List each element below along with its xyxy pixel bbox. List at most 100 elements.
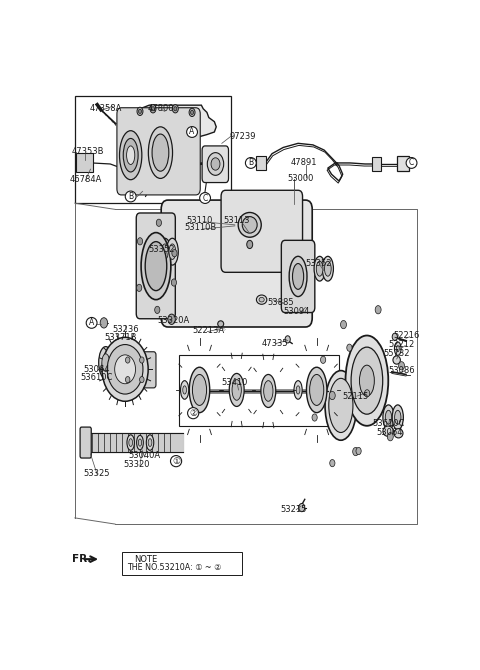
Circle shape	[398, 362, 405, 370]
Ellipse shape	[325, 371, 357, 440]
Ellipse shape	[324, 261, 331, 276]
FancyBboxPatch shape	[281, 241, 315, 312]
Bar	[179, 355, 339, 426]
Circle shape	[139, 109, 142, 113]
Ellipse shape	[159, 239, 171, 265]
Ellipse shape	[351, 347, 383, 414]
Ellipse shape	[261, 375, 276, 407]
Ellipse shape	[395, 410, 401, 424]
FancyBboxPatch shape	[136, 213, 175, 319]
Ellipse shape	[148, 439, 152, 446]
Ellipse shape	[169, 244, 176, 259]
FancyBboxPatch shape	[76, 153, 93, 172]
Ellipse shape	[296, 386, 300, 394]
Circle shape	[100, 318, 108, 328]
Ellipse shape	[183, 386, 186, 394]
Circle shape	[168, 314, 175, 324]
Text: THE NO.53210A: ① ~ ②: THE NO.53210A: ① ~ ②	[127, 563, 221, 572]
Ellipse shape	[360, 365, 374, 396]
Text: 53094: 53094	[283, 307, 310, 316]
Text: 53110: 53110	[186, 216, 213, 225]
Circle shape	[156, 219, 161, 226]
FancyBboxPatch shape	[256, 155, 266, 170]
Ellipse shape	[162, 244, 168, 259]
Ellipse shape	[120, 131, 142, 180]
Ellipse shape	[306, 367, 327, 413]
Text: 47353B: 47353B	[71, 147, 104, 156]
Text: 53352: 53352	[305, 259, 332, 268]
Ellipse shape	[141, 232, 171, 299]
Text: 53325: 53325	[83, 469, 109, 478]
Circle shape	[247, 241, 252, 249]
Circle shape	[191, 111, 193, 115]
FancyBboxPatch shape	[372, 157, 381, 172]
Text: FR.: FR.	[72, 554, 91, 564]
Text: 53000: 53000	[287, 174, 313, 183]
Text: 53064: 53064	[83, 364, 109, 374]
Text: 52115: 52115	[342, 392, 368, 401]
Ellipse shape	[232, 380, 241, 400]
Ellipse shape	[218, 321, 224, 327]
Circle shape	[171, 279, 177, 286]
Bar	[122, 552, 242, 575]
Circle shape	[125, 377, 130, 383]
FancyBboxPatch shape	[221, 190, 302, 272]
Ellipse shape	[394, 429, 403, 438]
Circle shape	[137, 107, 143, 115]
Circle shape	[137, 238, 143, 245]
FancyBboxPatch shape	[202, 146, 228, 182]
Ellipse shape	[292, 263, 304, 289]
Circle shape	[107, 344, 143, 394]
Ellipse shape	[242, 216, 257, 233]
Ellipse shape	[383, 426, 393, 436]
Circle shape	[299, 503, 305, 512]
Ellipse shape	[392, 405, 403, 429]
Text: 53352: 53352	[148, 245, 175, 254]
Text: A: A	[190, 127, 195, 137]
Ellipse shape	[385, 410, 392, 424]
Ellipse shape	[192, 375, 206, 405]
Circle shape	[102, 337, 148, 401]
Ellipse shape	[127, 146, 135, 165]
Text: B: B	[248, 158, 253, 168]
Ellipse shape	[99, 346, 113, 379]
Ellipse shape	[129, 439, 132, 446]
Circle shape	[353, 448, 359, 456]
FancyBboxPatch shape	[161, 200, 312, 327]
Text: 47358A: 47358A	[90, 105, 122, 113]
Text: 52212: 52212	[388, 340, 414, 349]
Ellipse shape	[259, 297, 264, 302]
Circle shape	[140, 357, 144, 363]
Ellipse shape	[102, 354, 109, 371]
Text: 53236: 53236	[112, 324, 139, 334]
Circle shape	[364, 390, 370, 397]
Circle shape	[125, 357, 130, 363]
FancyBboxPatch shape	[80, 427, 91, 458]
Text: B: B	[128, 192, 133, 201]
Ellipse shape	[180, 381, 189, 399]
Ellipse shape	[137, 436, 144, 450]
Circle shape	[285, 336, 290, 343]
Text: 55732: 55732	[383, 349, 409, 358]
Circle shape	[321, 356, 326, 363]
Text: 53110B: 53110B	[185, 224, 217, 232]
Circle shape	[211, 157, 220, 170]
Text: NOTE: NOTE	[134, 555, 157, 563]
Ellipse shape	[316, 261, 323, 276]
Text: 47335: 47335	[262, 339, 288, 348]
Circle shape	[115, 355, 135, 384]
Circle shape	[330, 460, 335, 467]
Ellipse shape	[123, 139, 138, 172]
Circle shape	[172, 105, 178, 113]
Ellipse shape	[346, 336, 388, 426]
Polygon shape	[118, 105, 216, 186]
Ellipse shape	[229, 373, 244, 407]
Text: 53064: 53064	[376, 427, 403, 437]
Ellipse shape	[395, 342, 401, 355]
Ellipse shape	[167, 239, 178, 265]
Text: 53320: 53320	[123, 460, 150, 469]
Circle shape	[150, 105, 156, 113]
Text: 97239: 97239	[229, 131, 256, 141]
Bar	[75, 96, 231, 203]
Ellipse shape	[310, 375, 324, 405]
